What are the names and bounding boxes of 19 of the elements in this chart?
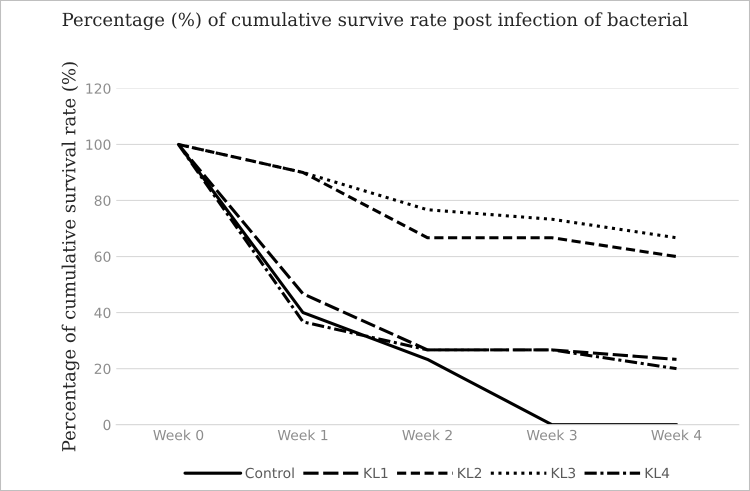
y-axis-title: Percentage of cumulative survival rate (%): [62, 62, 80, 452]
x-tick-label: Week 3: [526, 430, 577, 440]
legend-label: KL1: [364, 468, 388, 478]
y-tick-label: 60: [94, 252, 110, 262]
chart-title: Percentage (%) of cumulative survive rate post infection of bacterial: [62, 12, 688, 30]
y-tick-label: 40: [94, 308, 110, 318]
legend-label: Control: [246, 467, 294, 478]
x-tick-label: Week 2: [402, 430, 452, 440]
y-tick-label: 80: [94, 195, 110, 206]
y-tick-label: 120: [86, 83, 110, 94]
y-tick-label: 0: [103, 420, 110, 430]
y-tick-label: 20: [94, 364, 110, 374]
legend-label: KL3: [552, 468, 576, 478]
legend-label: KL4: [646, 468, 670, 478]
x-tick-label: Week 0: [153, 430, 204, 440]
x-tick-label: Week 1: [278, 430, 328, 440]
legend-label: KL2: [458, 468, 482, 478]
y-tick-label: 100: [86, 139, 110, 150]
x-tick-label: Week 4: [651, 430, 702, 440]
